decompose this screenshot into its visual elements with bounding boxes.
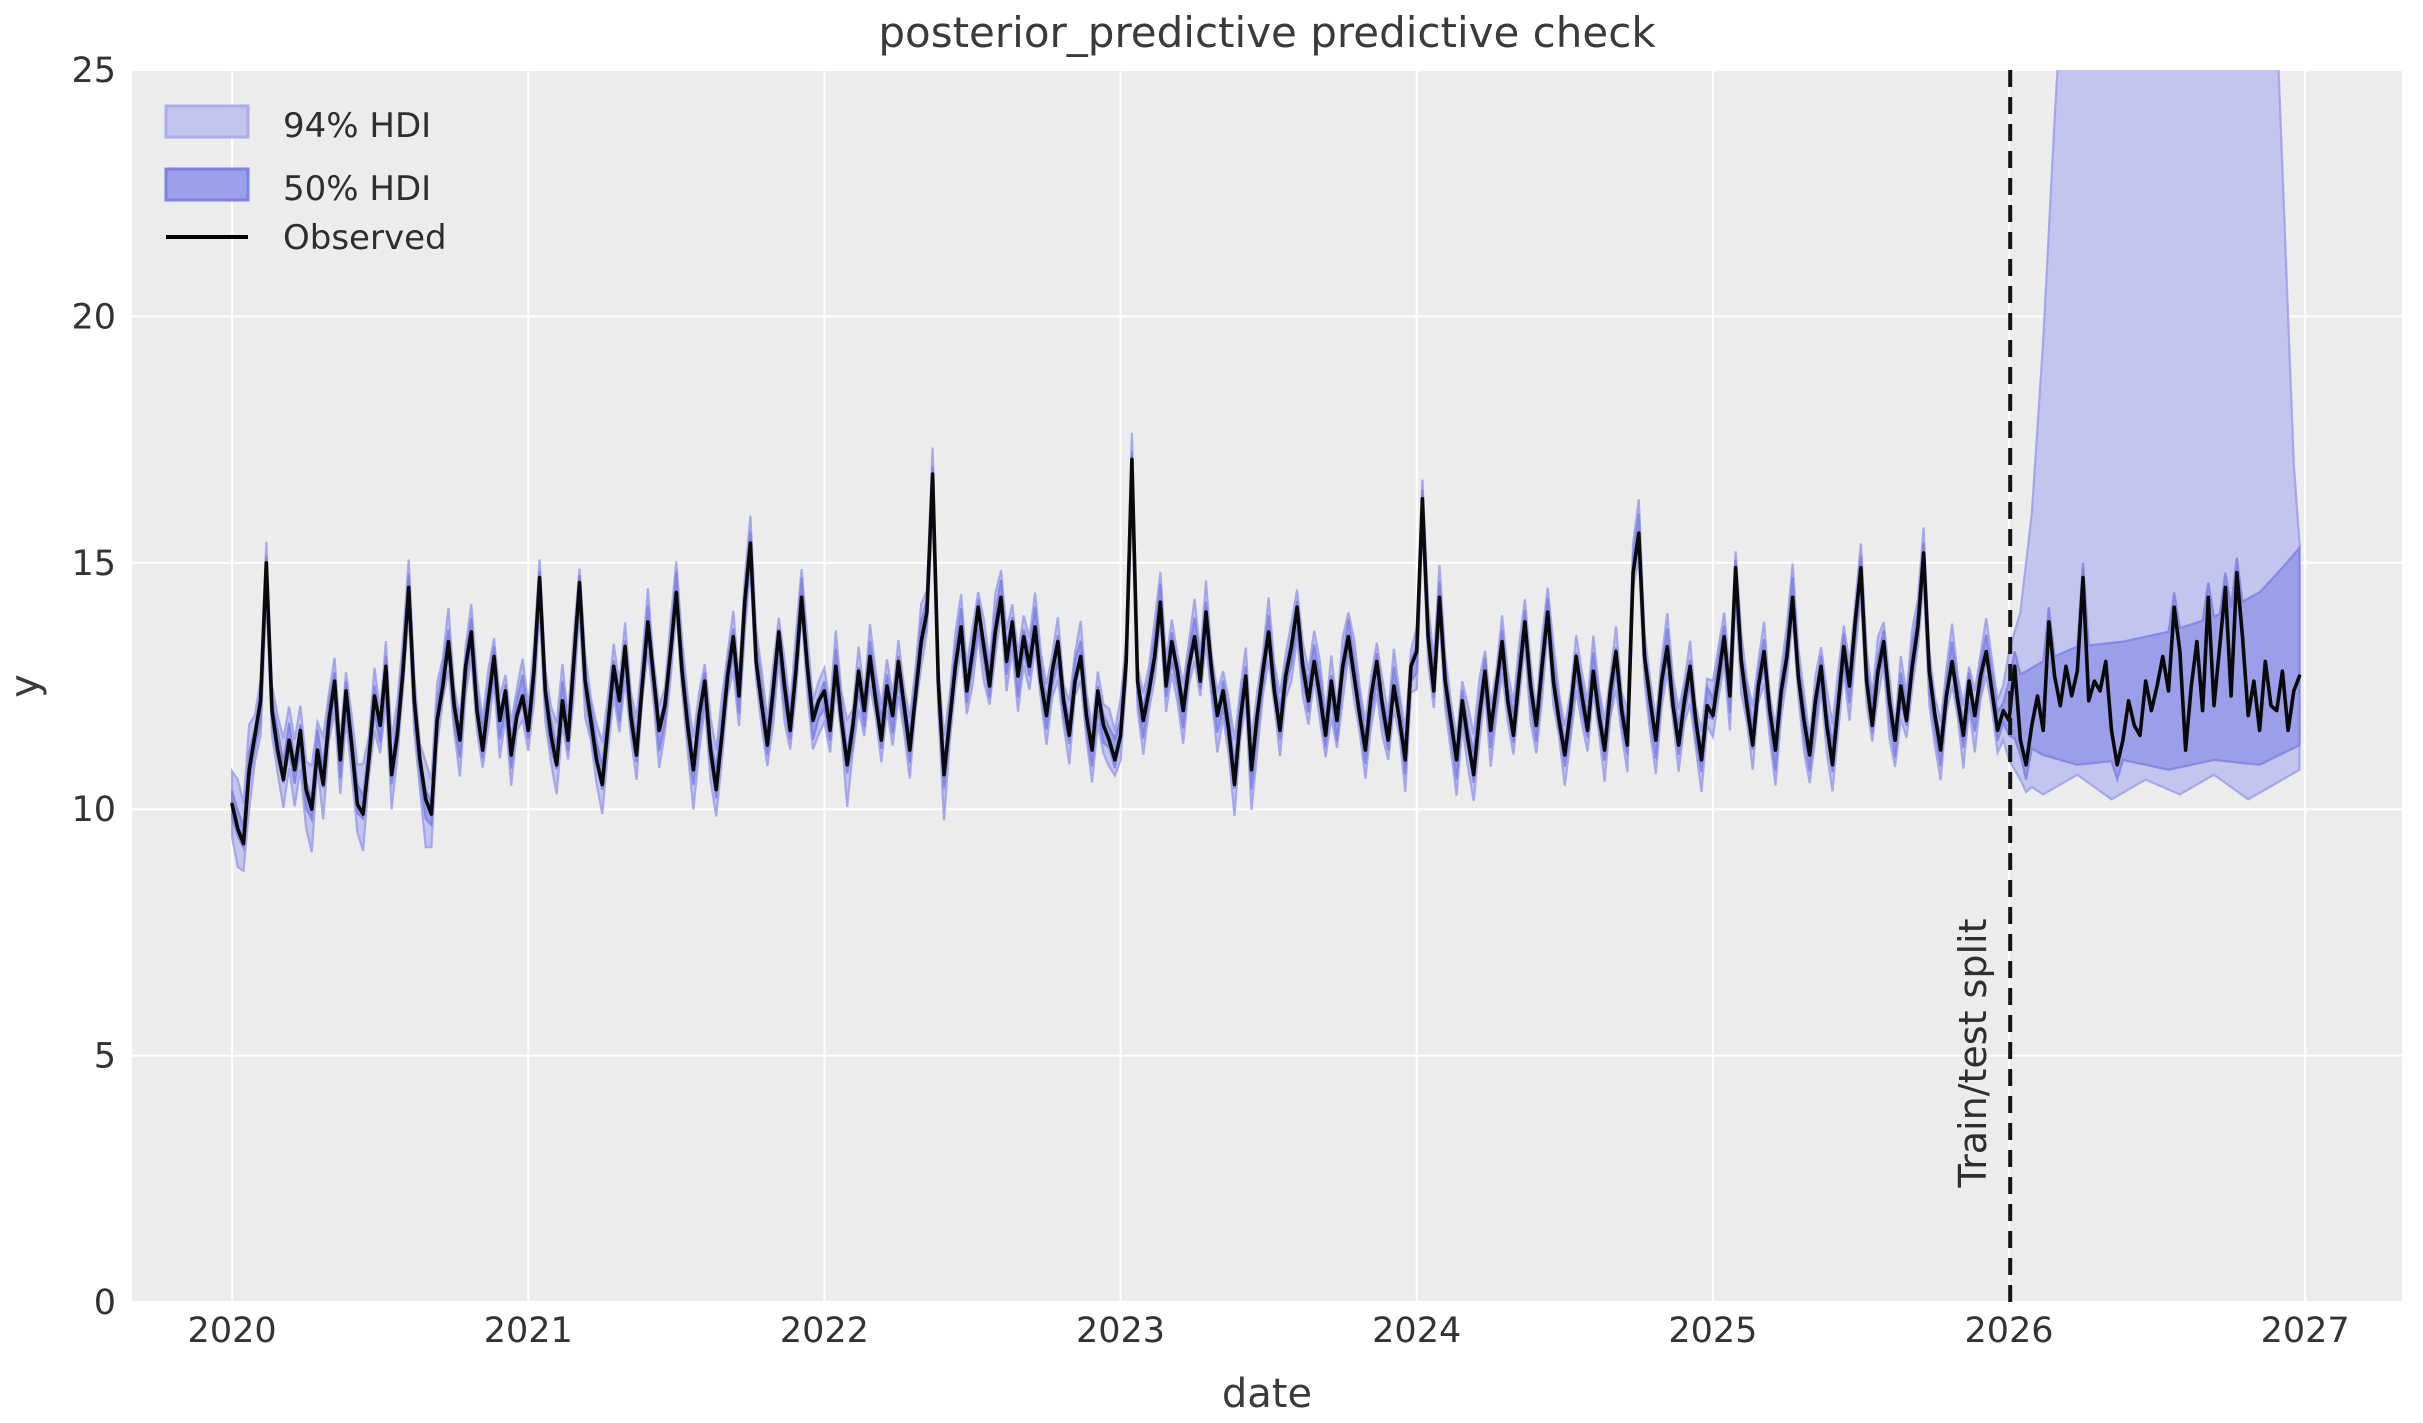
- svg-text:0: 0: [94, 1283, 116, 1323]
- y-tick-labels: 0 5 10 15 20 25: [71, 51, 116, 1323]
- legend: 94% HDI 50% HDI Observed: [164, 104, 447, 258]
- svg-text:2020: 2020: [188, 1311, 277, 1351]
- y-axis-label: y: [2, 674, 48, 698]
- svg-text:2026: 2026: [1964, 1311, 2053, 1351]
- legend-label-94-hdi: 94% HDI: [283, 106, 431, 146]
- observed-line: [230, 457, 2302, 846]
- legend-swatch-94-hdi: [164, 104, 250, 139]
- legend-swatch-50-hdi: [164, 167, 250, 202]
- svg-text:2027: 2027: [2261, 1311, 2350, 1351]
- chart-title: posterior_predictive predictive check: [878, 8, 1656, 57]
- svg-text:10: 10: [71, 790, 116, 830]
- svg-text:2021: 2021: [484, 1311, 573, 1351]
- svg-text:20: 20: [71, 297, 116, 337]
- svg-text:25: 25: [71, 51, 116, 91]
- legend-label-observed: Observed: [283, 218, 447, 258]
- svg-text:2022: 2022: [780, 1311, 869, 1351]
- legend-label-50-hdi: 50% HDI: [283, 169, 431, 209]
- x-axis-label: date: [1222, 1371, 1312, 1417]
- svg-text:2025: 2025: [1668, 1311, 1757, 1351]
- svg-text:2024: 2024: [1372, 1311, 1461, 1351]
- svg-text:2023: 2023: [1076, 1311, 1165, 1351]
- train-test-split-label: Train/test split: [1951, 919, 1995, 1189]
- svg-text:5: 5: [94, 1037, 116, 1077]
- svg-text:15: 15: [71, 544, 116, 584]
- x-tick-labels: 2020 2021 2022 2023 2024 2025 2026 2027: [188, 1311, 2350, 1351]
